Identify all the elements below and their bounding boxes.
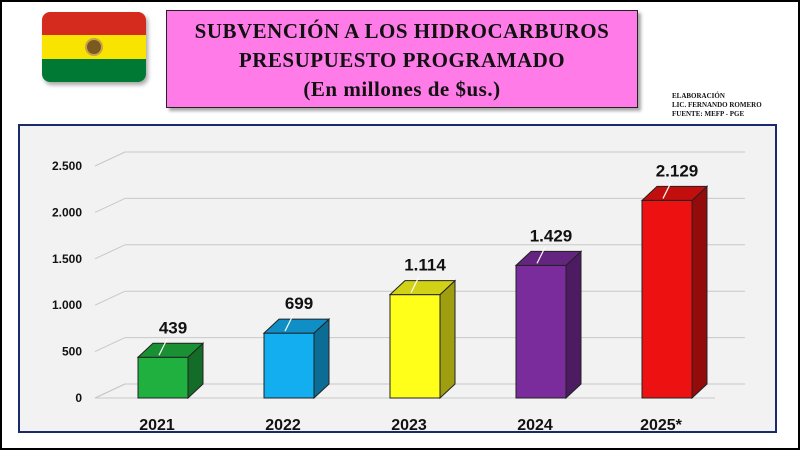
grid-depth-line bbox=[94, 244, 126, 260]
grid-depth-line bbox=[94, 151, 126, 167]
grid-depth-line bbox=[94, 337, 126, 353]
credits-elaboration: ELABORACIÓN bbox=[672, 92, 725, 100]
grid-depth-line bbox=[94, 197, 126, 213]
flag-green-band bbox=[42, 58, 146, 82]
chart-units: (En millones de $us.) bbox=[303, 77, 501, 101]
floor-left-edge bbox=[94, 383, 126, 399]
x-tick-label: 2022 bbox=[265, 417, 301, 434]
flag-red-band bbox=[42, 12, 146, 36]
y-tick-label: 0 bbox=[75, 391, 82, 405]
label-leader-line bbox=[662, 182, 672, 199]
bar-side-2025* bbox=[691, 185, 708, 400]
bar-top-2025* bbox=[640, 185, 709, 201]
bolivia-flag-icon bbox=[42, 12, 146, 82]
bar-2023 bbox=[389, 294, 441, 399]
grid-depth-line bbox=[94, 290, 126, 306]
data-label: 1.114 bbox=[404, 256, 446, 275]
credits-source: FUENTE: MEFP - PGE bbox=[672, 110, 745, 118]
label-leader-line bbox=[284, 314, 294, 332]
bar-top-2024 bbox=[514, 250, 583, 266]
data-label: 2.129 bbox=[656, 161, 699, 180]
chart-subtitle: PRESUPUESTO PROGRAMADO bbox=[238, 48, 566, 72]
bar-top-2023 bbox=[388, 280, 457, 296]
bar-2025* bbox=[641, 199, 693, 399]
bar-top-2021 bbox=[136, 342, 205, 358]
bar-side-2024 bbox=[565, 250, 582, 400]
x-tick-label: 2025* bbox=[640, 417, 683, 434]
label-leader-line bbox=[536, 247, 546, 264]
label-leader-line bbox=[158, 338, 168, 356]
data-label: 439 bbox=[159, 318, 187, 337]
x-tick-label: 2023 bbox=[391, 417, 427, 434]
chart-title: SUBVENCIÓN A LOS HIDROCARBUROS bbox=[194, 19, 610, 43]
bar-2022 bbox=[263, 332, 315, 399]
credits: ELABORACIÓN LIC. FERNANDO ROMERO FUENTE:… bbox=[672, 92, 762, 119]
y-tick-label: 1.500 bbox=[52, 252, 82, 266]
data-label: 1.429 bbox=[530, 226, 573, 245]
x-tick-label: 2024 bbox=[517, 417, 553, 434]
bar-top-2022 bbox=[262, 318, 331, 334]
y-tick-label: 2.000 bbox=[52, 205, 82, 219]
bar-side-2023 bbox=[439, 279, 456, 400]
bar-2024 bbox=[515, 264, 567, 399]
data-label: 699 bbox=[285, 294, 313, 313]
title-box: SUBVENCIÓN A LOS HIDROCARBUROS PRESUPUES… bbox=[166, 10, 638, 108]
label-leader-line bbox=[410, 276, 420, 293]
y-tick-label: 1.000 bbox=[52, 298, 82, 312]
credits-author: LIC. FERNANDO ROMERO bbox=[672, 101, 762, 109]
y-tick-label: 500 bbox=[62, 345, 82, 359]
coat-of-arms-icon bbox=[85, 38, 103, 56]
bar-2021 bbox=[137, 356, 189, 399]
x-tick-label: 2021 bbox=[139, 417, 175, 434]
y-tick-label: 2.500 bbox=[52, 159, 82, 173]
